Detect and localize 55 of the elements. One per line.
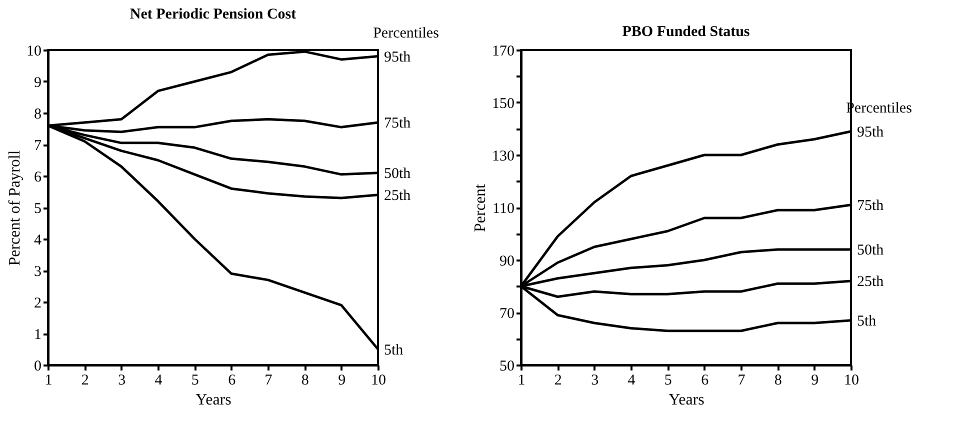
x-tick-label: 5 — [664, 372, 672, 388]
y-tick-label: 4 — [34, 232, 42, 248]
y-tick-label: 6 — [34, 170, 42, 186]
y-tick-label: 150 — [492, 96, 514, 112]
series-label: 95th — [384, 49, 412, 66]
series-label: 95th — [857, 124, 884, 140]
x-tick-label: 9 — [338, 372, 346, 388]
y-tick-label: 8 — [34, 106, 42, 122]
series-label: 25th — [857, 274, 884, 290]
y-tick-label: 9 — [34, 75, 42, 91]
y-tick-label: 170 — [492, 44, 514, 60]
x-tick-label: 3 — [118, 372, 126, 388]
y-axis-title: Percent of Payroll — [6, 150, 24, 266]
y-tick-label: 50 — [500, 358, 514, 374]
y-tick-label: 70 — [500, 306, 514, 322]
x-tick-label: 2 — [554, 372, 562, 388]
x-tick-label: 10 — [371, 372, 386, 388]
y-tick-label: 10 — [26, 44, 42, 60]
series-label: 5th — [384, 342, 404, 358]
y-tick-label: 2 — [34, 296, 42, 312]
x-tick-label: 6 — [228, 372, 236, 388]
y-tick-label: 130 — [492, 148, 514, 164]
x-tick-label: 6 — [701, 372, 710, 388]
y-tick-label: 110 — [492, 201, 514, 217]
x-tick-label: 9 — [811, 372, 819, 388]
x-tick-label: 8 — [301, 372, 309, 388]
y-tick-label: 0 — [34, 358, 42, 374]
x-tick-label: 7 — [264, 372, 273, 388]
x-tick-label: 3 — [591, 372, 599, 388]
chart-title: Net Periodic Pension Cost — [130, 6, 296, 22]
series-label: 5th — [857, 313, 877, 330]
y-tick-label: 5 — [34, 201, 42, 217]
series-label: 75th — [384, 115, 412, 132]
x-tick-label: 5 — [191, 372, 199, 388]
x-tick-label: 4 — [154, 372, 163, 388]
series-label: 50th — [857, 242, 884, 258]
x-axis-title: Years — [196, 392, 232, 408]
x-tick-label: 7 — [738, 372, 746, 388]
y-tick-label: 3 — [34, 264, 42, 280]
series-label: 50th — [384, 166, 412, 182]
series-label: 25th — [384, 188, 412, 204]
series-label: 75th — [857, 198, 884, 214]
x-tick-label: 2 — [81, 372, 89, 388]
chart-title: PBO Funded Status — [622, 24, 750, 40]
x-tick-label: 1 — [44, 372, 52, 388]
y-tick-label: 90 — [500, 254, 514, 270]
x-tick-label: 1 — [518, 372, 526, 388]
legend-title: Percentiles — [373, 25, 440, 42]
y-axis-title: Percent — [472, 183, 489, 232]
x-tick-label: 8 — [774, 372, 782, 388]
y-tick-label: 7 — [34, 138, 42, 154]
y-tick-label: 1 — [34, 327, 42, 343]
x-tick-label: 4 — [628, 372, 636, 388]
x-tick-label: 10 — [844, 372, 859, 388]
x-axis-title: Years — [668, 392, 704, 408]
